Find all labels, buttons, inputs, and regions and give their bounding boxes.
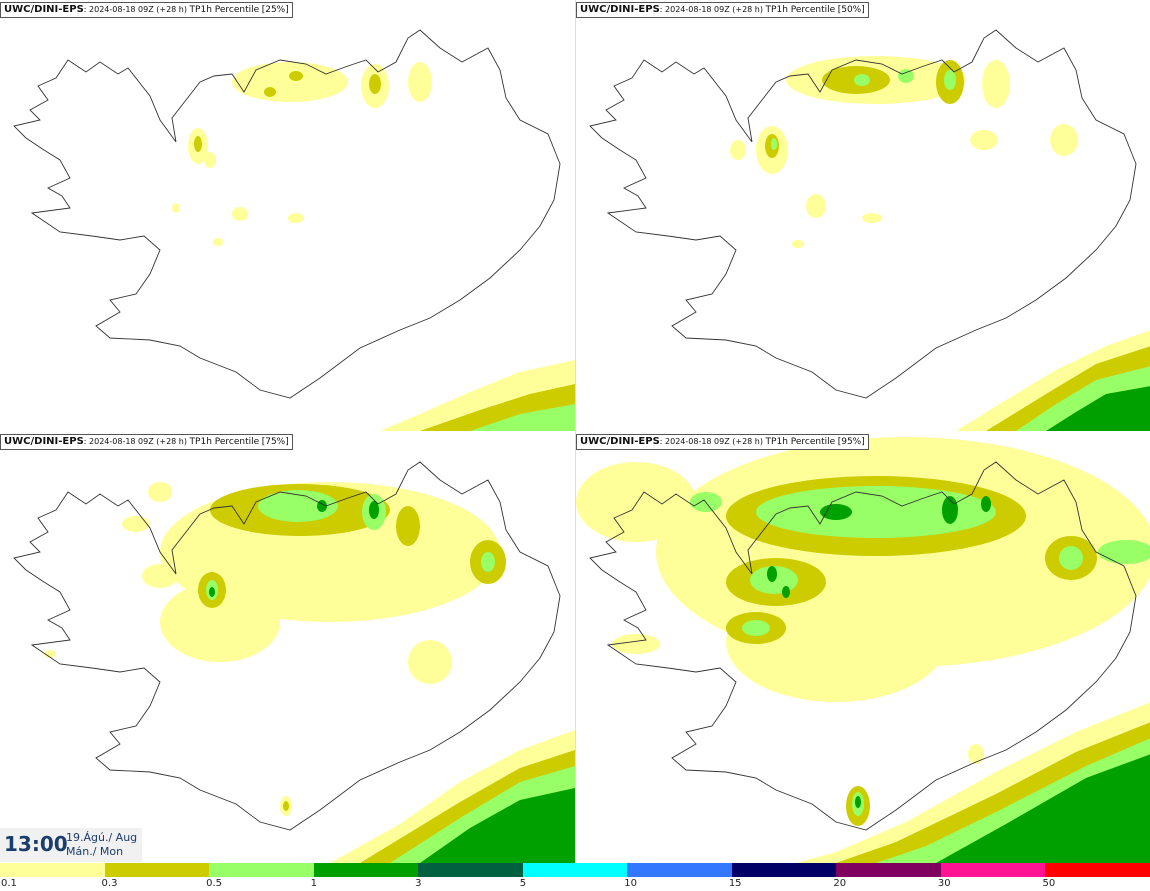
valid-time-box: 13:00 19.Ágú./ Aug Mán./ Mon bbox=[0, 828, 142, 862]
color-scale-ticks: 0.1 0.3 0.5 1 3 5 10 15 20 30 50 bbox=[0, 877, 1150, 891]
map-panel-95: UWC/DINI-EPS: 2024-08-18 09Z (+28 h) TP1… bbox=[576, 432, 1150, 863]
legend-swatch bbox=[627, 863, 732, 877]
map-panel-50: UWC/DINI-EPS: 2024-08-18 09Z (+28 h) TP1… bbox=[576, 0, 1150, 431]
precip-land-cells bbox=[172, 62, 432, 246]
legend-tick-label: 0.1 bbox=[1, 878, 17, 889]
panel-title: UWC/DINI-EPS: 2024-08-18 09Z (+28 h) TP1… bbox=[576, 434, 869, 450]
valid-time: 13:00 bbox=[4, 832, 68, 856]
legend-swatch bbox=[209, 863, 314, 877]
legend-swatch bbox=[1045, 863, 1150, 877]
map-panel-25: UWC/DINI-EPS: 2024-08-18 09Z (+28 h) TP1… bbox=[0, 0, 575, 431]
valid-date: 19.Ágú./ Aug Mán./ Mon bbox=[66, 831, 137, 859]
precip-sea-band bbox=[796, 702, 1150, 863]
color-scale-legend bbox=[0, 863, 1150, 877]
legend-tick-label: 50 bbox=[1042, 878, 1056, 889]
precipitation-map bbox=[13, 461, 575, 863]
map-panel-75: UWC/DINI-EPS: 2024-08-18 09Z (+28 h) TP1… bbox=[0, 432, 575, 863]
panel-divider bbox=[575, 0, 576, 862]
precipitation-map bbox=[13, 29, 575, 431]
panel-title: UWC/DINI-EPS: 2024-08-18 09Z (+28 h) TP1… bbox=[0, 434, 293, 450]
legend-tick-label: 30 bbox=[937, 878, 951, 889]
legend-tick-label: 20 bbox=[833, 878, 847, 889]
precip-land-cells bbox=[44, 482, 506, 816]
legend-tick-label: 10 bbox=[624, 878, 637, 889]
legend-tick-label: 5 bbox=[519, 878, 527, 889]
legend-tick-label: 15 bbox=[728, 878, 742, 889]
legend-tick-label: 0.5 bbox=[206, 878, 222, 889]
panel-title: UWC/DINI-EPS: 2024-08-18 09Z (+28 h) TP1… bbox=[576, 2, 869, 18]
precip-sea-band bbox=[380, 360, 575, 431]
legend-swatch bbox=[313, 863, 419, 877]
legend-swatch bbox=[522, 863, 628, 877]
precip-sea-band bbox=[330, 730, 575, 863]
precip-sea-band bbox=[956, 330, 1150, 431]
legend-swatch bbox=[0, 863, 105, 877]
valid-date-line1: 19.Ágú./ Aug bbox=[66, 831, 138, 844]
precipitation-map bbox=[576, 437, 1150, 863]
precip-land-cells bbox=[730, 56, 1078, 248]
legend-swatch bbox=[104, 863, 210, 877]
legend-swatch bbox=[836, 863, 941, 877]
legend-tick-label: 3 bbox=[415, 878, 422, 889]
legend-tick-label: 0.3 bbox=[101, 878, 118, 889]
legend-tick-label: 1 bbox=[310, 878, 317, 889]
legend-swatch bbox=[731, 863, 837, 877]
panel-title: UWC/DINI-EPS: 2024-08-18 09Z (+28 h) TP1… bbox=[0, 2, 293, 18]
precipitation-map bbox=[589, 29, 1150, 431]
precip-land-cells bbox=[576, 437, 1150, 826]
valid-date-line2: Mán./ Mon bbox=[66, 845, 124, 858]
legend-swatch bbox=[940, 863, 1046, 877]
legend-swatch bbox=[418, 863, 523, 877]
